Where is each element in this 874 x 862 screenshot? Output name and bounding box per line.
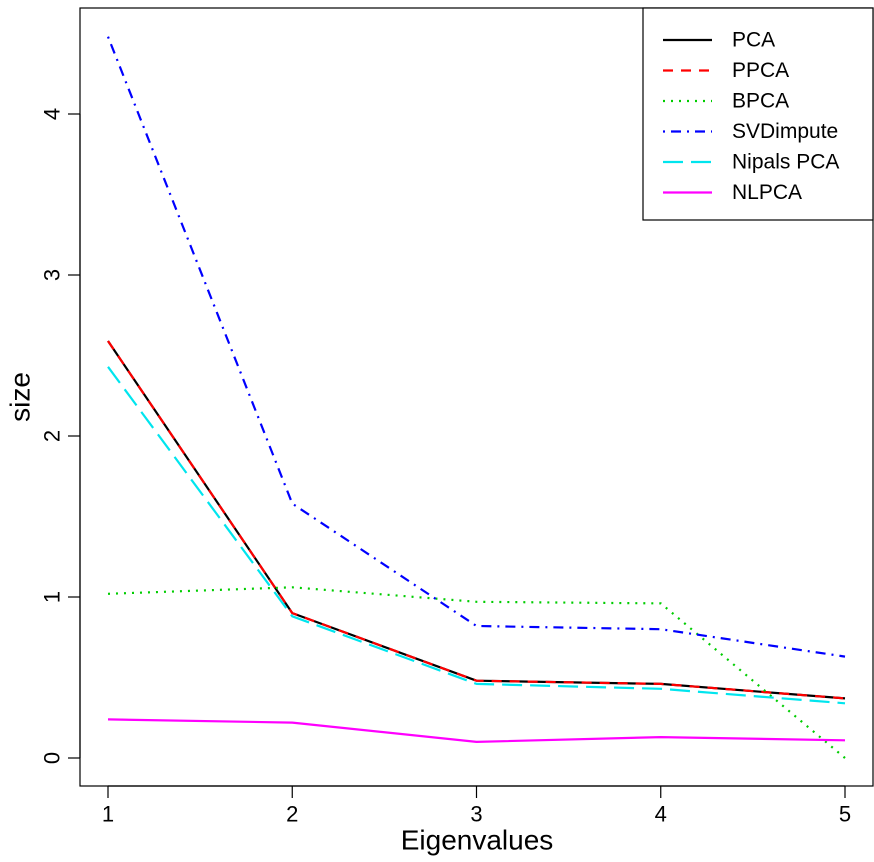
series-line-svdimpute [106, 36, 846, 658]
y-tick-label: 3 [40, 269, 65, 281]
series-line-ppca [107, 340, 846, 700]
y-tick-label: 1 [40, 591, 65, 603]
x-tick-label: 3 [470, 802, 482, 827]
x-tick-label: 1 [102, 802, 114, 827]
x-tick-label: 4 [655, 802, 667, 827]
series-line-bpca [107, 586, 846, 759]
x-axis: 1 2 3 4 5 [102, 785, 851, 827]
x-tick-label: 5 [839, 802, 851, 827]
y-tick-label: 2 [40, 430, 65, 442]
series-line-nipals-pca [107, 366, 846, 705]
legend: PCA PPCA BPCA SVDimpute Nipals PCA NLPCA [642, 7, 874, 221]
legend-box [642, 7, 874, 221]
y-axis-label: size [5, 372, 36, 422]
legend-label: BPCA [732, 90, 789, 113]
series-line-pca [107, 340, 846, 700]
y-axis: 0 1 2 3 4 [40, 108, 81, 764]
series-layer [106, 36, 846, 759]
legend-label: Nipals PCA [732, 151, 839, 174]
series-line-nlpca [107, 718, 846, 744]
x-axis-label: Eigenvalues [401, 825, 554, 856]
legend-label: SVDimpute [732, 120, 838, 143]
legend-label: NLPCA [732, 181, 802, 204]
legend-label: PPCA [732, 59, 789, 82]
legend-label: PCA [732, 29, 775, 52]
x-tick-label: 2 [286, 802, 298, 827]
y-tick-label: 0 [40, 752, 65, 764]
y-tick-label: 4 [40, 108, 65, 120]
